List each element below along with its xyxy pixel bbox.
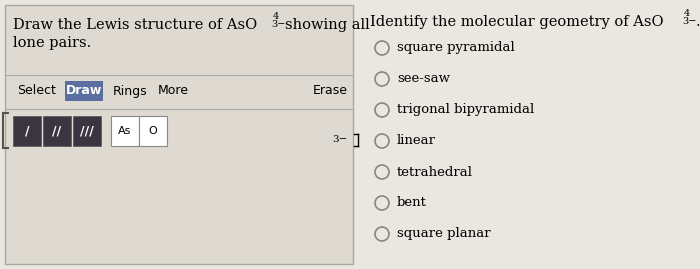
Text: tetrahedral: tetrahedral bbox=[397, 165, 473, 179]
Text: trigonal bipyramidal: trigonal bipyramidal bbox=[397, 104, 534, 116]
Bar bbox=[5, 5, 353, 264]
Text: Erase: Erase bbox=[313, 84, 348, 97]
Text: 4: 4 bbox=[273, 12, 279, 21]
Text: Rings: Rings bbox=[113, 84, 148, 97]
Text: Select: Select bbox=[17, 84, 56, 97]
Text: square pyramidal: square pyramidal bbox=[397, 41, 514, 55]
Text: As: As bbox=[118, 126, 132, 136]
Text: Draw: Draw bbox=[66, 84, 102, 97]
Text: .: . bbox=[696, 15, 700, 29]
Text: 4: 4 bbox=[684, 9, 690, 18]
Bar bbox=[65, 81, 103, 101]
Bar bbox=[43, 116, 71, 146]
Text: see-saw: see-saw bbox=[397, 73, 450, 86]
Text: Identify the molecular geometry of AsO: Identify the molecular geometry of AsO bbox=[370, 15, 664, 29]
Text: linear: linear bbox=[397, 134, 436, 147]
Text: square planar: square planar bbox=[397, 228, 491, 240]
Text: //: // bbox=[52, 125, 62, 137]
Text: More: More bbox=[158, 84, 189, 97]
Text: showing all: showing all bbox=[285, 18, 370, 32]
Bar bbox=[111, 116, 139, 146]
Bar bbox=[139, 116, 167, 146]
Text: ///: /// bbox=[80, 125, 94, 137]
Text: lone pairs.: lone pairs. bbox=[13, 36, 91, 50]
Text: bent: bent bbox=[397, 196, 427, 210]
Bar bbox=[13, 116, 41, 146]
Bar bbox=[73, 116, 101, 146]
Text: 3−: 3− bbox=[682, 17, 696, 26]
Text: 3−: 3− bbox=[271, 20, 286, 29]
Text: Draw the Lewis structure of AsO: Draw the Lewis structure of AsO bbox=[13, 18, 258, 32]
Text: /: / bbox=[25, 125, 29, 137]
Text: O: O bbox=[148, 126, 158, 136]
Text: 3−: 3− bbox=[332, 136, 348, 144]
